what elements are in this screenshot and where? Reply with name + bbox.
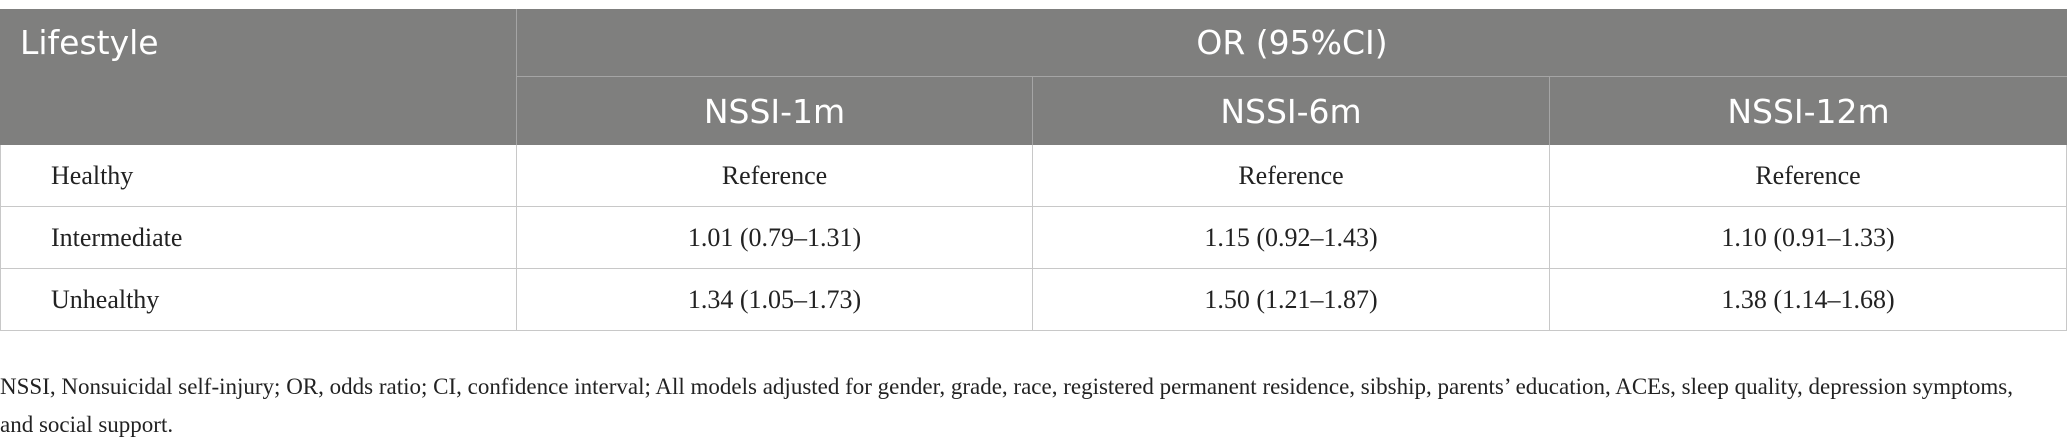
table-cell: 1.34 (1.05–1.73) bbox=[517, 269, 1033, 331]
row-label: Healthy bbox=[0, 145, 517, 207]
table-cell: 1.15 (0.92–1.43) bbox=[1033, 207, 1550, 269]
table-cell: 1.50 (1.21–1.87) bbox=[1033, 269, 1550, 331]
table-cell: 1.01 (0.79–1.31) bbox=[517, 207, 1033, 269]
header-column: NSSI-1m bbox=[517, 77, 1033, 145]
footnote: NSSI, Nonsuicidal self-injury; OR, odds … bbox=[0, 374, 2013, 437]
row-label: Unhealthy bbox=[0, 269, 517, 331]
table-cell: Reference bbox=[1550, 145, 2067, 207]
table-cell: 1.38 (1.14–1.68) bbox=[1550, 269, 2067, 331]
header-column: NSSI-6m bbox=[1033, 77, 1550, 145]
row-label: Intermediate bbox=[0, 207, 517, 269]
header-column: NSSI-12m bbox=[1550, 77, 2067, 145]
header-group: OR (95%CI) bbox=[517, 9, 2067, 77]
header-lifestyle: Lifestyle bbox=[0, 9, 517, 145]
table-cell: 1.10 (0.91–1.33) bbox=[1550, 207, 2067, 269]
table-cell: Reference bbox=[1033, 145, 1550, 207]
table-cell: Reference bbox=[517, 145, 1033, 207]
